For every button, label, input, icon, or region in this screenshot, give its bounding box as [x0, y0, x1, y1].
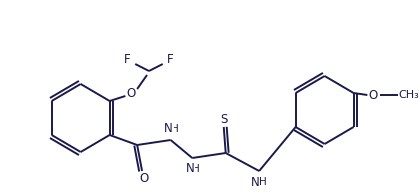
Text: O: O	[127, 86, 136, 100]
Text: CH₃: CH₃	[398, 90, 419, 100]
Text: H: H	[259, 177, 267, 187]
Text: F: F	[167, 53, 174, 65]
Text: F: F	[124, 53, 131, 65]
Text: S: S	[220, 113, 227, 125]
Text: N: N	[251, 175, 260, 189]
Text: O: O	[139, 172, 149, 185]
Text: O: O	[369, 89, 378, 102]
Text: N: N	[164, 122, 173, 135]
Text: N: N	[186, 162, 194, 175]
Text: H: H	[171, 124, 178, 134]
Text: H: H	[192, 164, 200, 174]
